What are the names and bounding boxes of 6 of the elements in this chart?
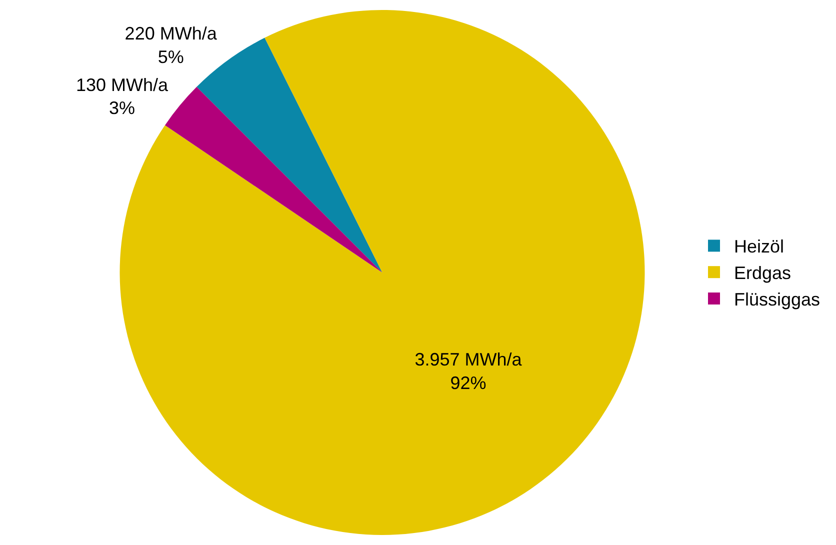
data-label: 3.957 MWh/a 92% xyxy=(414,349,523,393)
legend-label: Heizöl xyxy=(734,236,784,257)
legend-label: Erdgas xyxy=(734,263,792,284)
data-label: 130 MWh/a 3% xyxy=(76,74,170,118)
data-label: 220 MWh/a 5% xyxy=(124,24,218,68)
legend-label: Flüssiggas xyxy=(734,290,820,310)
